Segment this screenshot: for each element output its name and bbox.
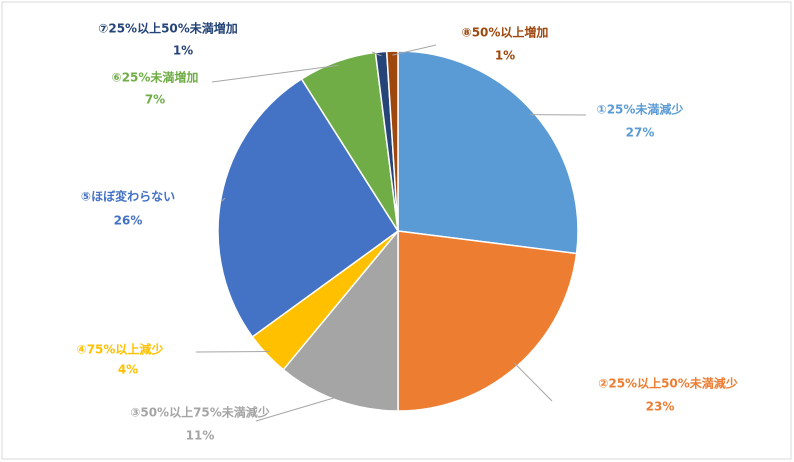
slice-value-label: 26%: [114, 214, 143, 228]
leader-line: [371, 51, 382, 57]
slice-label: ②25%以上50%未満減少: [598, 376, 738, 391]
slice-value-label: 4%: [118, 363, 138, 377]
pie-slice: [397, 50, 579, 255]
slice-label: ④75%以上減少: [77, 342, 164, 357]
slice-label: ①25%未満減少: [597, 102, 684, 117]
slice-label: ⑥25%未満増加: [112, 70, 199, 85]
slice-value-label: 1%: [173, 44, 193, 58]
pie-slice: [217, 77, 400, 338]
slice-value-label: 11%: [186, 429, 215, 443]
leader-line: [221, 197, 226, 202]
slice-label: ⑦25%以上50%未満増加: [98, 21, 238, 36]
slice-value-label: 1%: [495, 49, 515, 63]
slice-label: ⑤ほぼ変わらない: [81, 189, 175, 204]
leader-line: [195, 350, 270, 353]
pie-slice: [385, 50, 399, 232]
leader-line: [514, 362, 553, 402]
slice-label: ⑧50%以上増加: [462, 25, 549, 40]
leader-line: [392, 44, 437, 56]
slice-label: ③50%以上75%未満減少: [130, 405, 270, 420]
slice-value-label: 27%: [626, 126, 655, 140]
slice-value-label: 7%: [145, 93, 165, 107]
slice-value-label: 23%: [646, 400, 675, 414]
leader-line: [211, 64, 339, 83]
leader-line: [255, 396, 339, 422]
pie-slice: [282, 228, 399, 412]
